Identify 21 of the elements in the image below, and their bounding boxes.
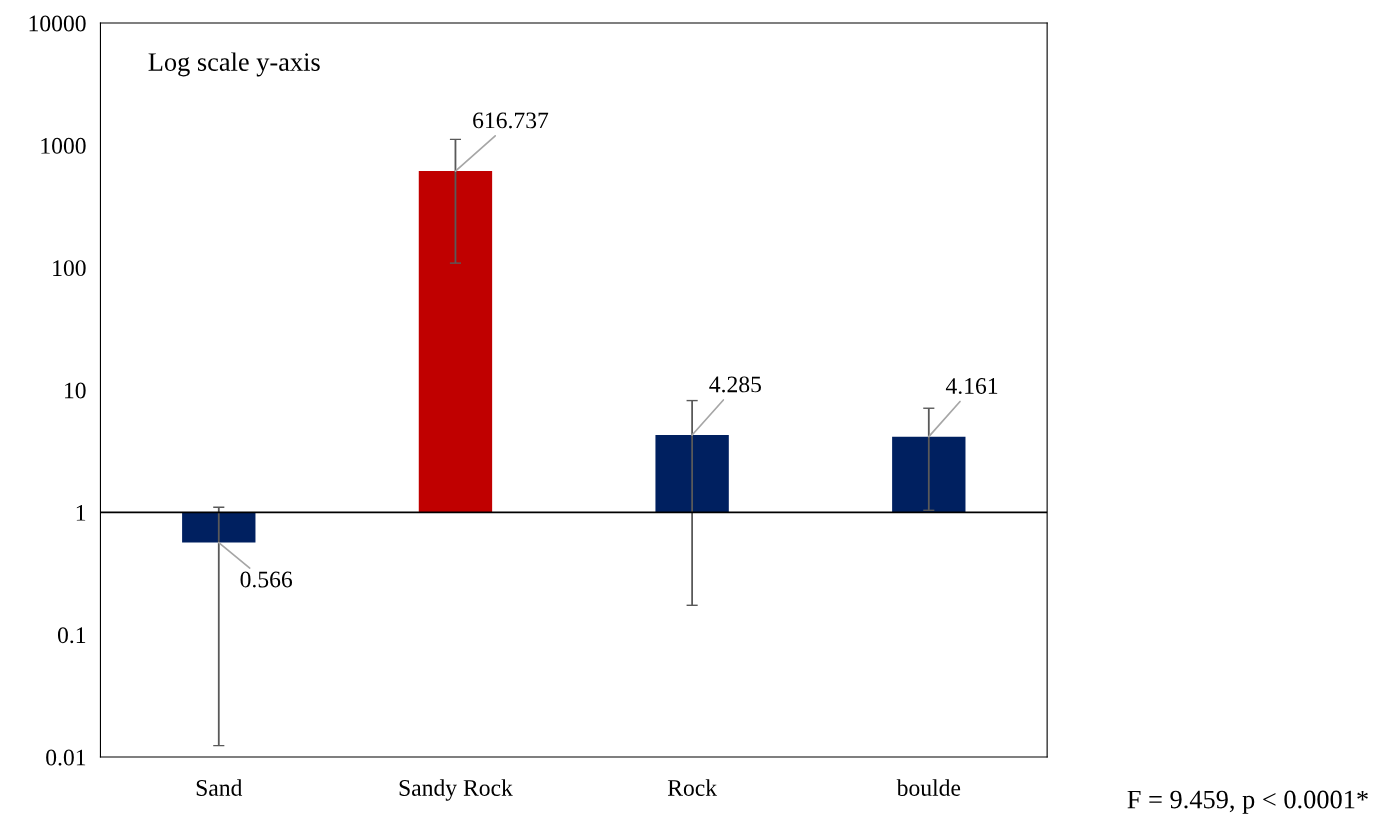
x-tick-label: Sand [196, 779, 243, 796]
x-tick-label: Rock [667, 779, 718, 796]
bar [418, 171, 493, 513]
y-tick-label: 10000 [29, 15, 86, 32]
bar [892, 436, 966, 513]
data-label: 0.566 [240, 571, 293, 588]
bar [182, 512, 256, 543]
y-tick-label: 0.01 [46, 749, 86, 766]
text: F = 9.459, p < 0.0001* [1127, 790, 1368, 814]
data-label: 616.737 [473, 112, 549, 129]
data-label: 4.285 [709, 376, 761, 393]
bar [655, 435, 729, 513]
y-tick-label: 1 [76, 504, 86, 521]
x-tick-label: boulde [896, 779, 961, 796]
annotation: Log scale y-axis [148, 52, 320, 77]
y-tick-label: 0.1 [57, 627, 86, 644]
data-label: 4.161 [945, 378, 998, 395]
y-tick-label: 100 [53, 260, 86, 277]
x-tick-label: Sandy Rock [399, 779, 513, 801]
y-tick-label: 10 [65, 382, 86, 399]
y-tick-label: 1000 [41, 137, 86, 154]
